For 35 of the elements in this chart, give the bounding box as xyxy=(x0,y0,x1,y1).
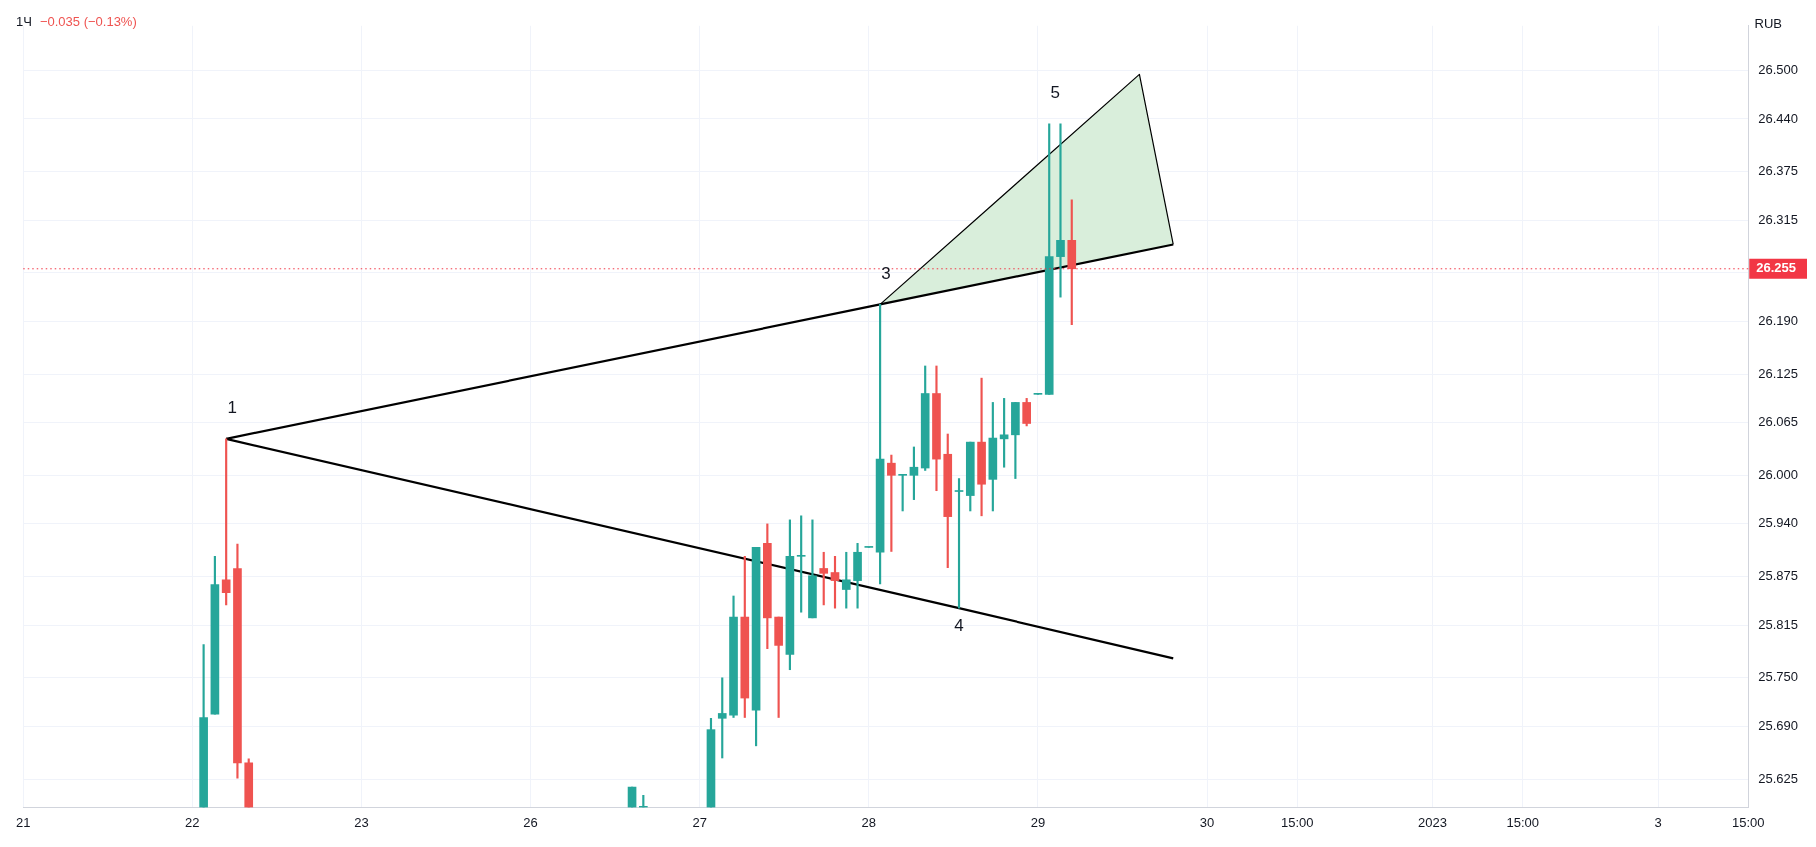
x-tick-label: 26 xyxy=(523,814,538,830)
x-tick-label: 15:00 xyxy=(1731,814,1765,830)
y-tick-label: 26.440 xyxy=(1758,110,1798,126)
y-axis-title: RUB xyxy=(1754,16,1782,31)
y-tick-label: 25.815 xyxy=(1758,616,1798,632)
annotation: 1 xyxy=(227,398,237,418)
x-tick-label: 2023 xyxy=(1418,814,1448,830)
y-tick-label: 26.125 xyxy=(1758,365,1798,381)
y-tick-label: 25.690 xyxy=(1758,717,1798,733)
chart-title: 1Ч xyxy=(16,14,32,29)
annotation: 3 xyxy=(881,263,891,283)
x-tick-label: 28 xyxy=(861,814,877,830)
y-tick-label: 26.000 xyxy=(1758,466,1798,482)
y-tick-label: 25.750 xyxy=(1758,669,1798,685)
x-tick-label: 21 xyxy=(16,814,31,830)
y-tick-label: 25.940 xyxy=(1758,515,1798,531)
y-tick-label: 26.315 xyxy=(1758,211,1798,227)
x-tick-label: 23 xyxy=(354,814,369,830)
ref-line-label: 26.255 xyxy=(1756,260,1796,276)
y-tick-label: 26.065 xyxy=(1758,414,1798,430)
annotation: 5 xyxy=(1050,82,1060,102)
x-tick-label: 15:00 xyxy=(1506,814,1540,830)
y-tick-label: 26.375 xyxy=(1758,163,1798,179)
y-tick-label: 26.190 xyxy=(1758,313,1798,329)
x-tick-label: 27 xyxy=(692,814,707,830)
y-tick-label: 25.875 xyxy=(1758,568,1798,584)
x-tick-label: 15:00 xyxy=(1280,814,1314,830)
y-tick-label: 26.500 xyxy=(1758,61,1798,77)
x-tick-label: 22 xyxy=(185,814,200,830)
x-tick-label: 30 xyxy=(1199,814,1215,830)
y-tick-label: 25.625 xyxy=(1758,770,1798,786)
x-tick-label: 29 xyxy=(1030,814,1046,830)
x-tick-label: 3 xyxy=(1654,814,1662,830)
chart-subtitle: −0.035 (−0.13%) xyxy=(39,14,137,29)
annotation: 4 xyxy=(954,616,964,636)
